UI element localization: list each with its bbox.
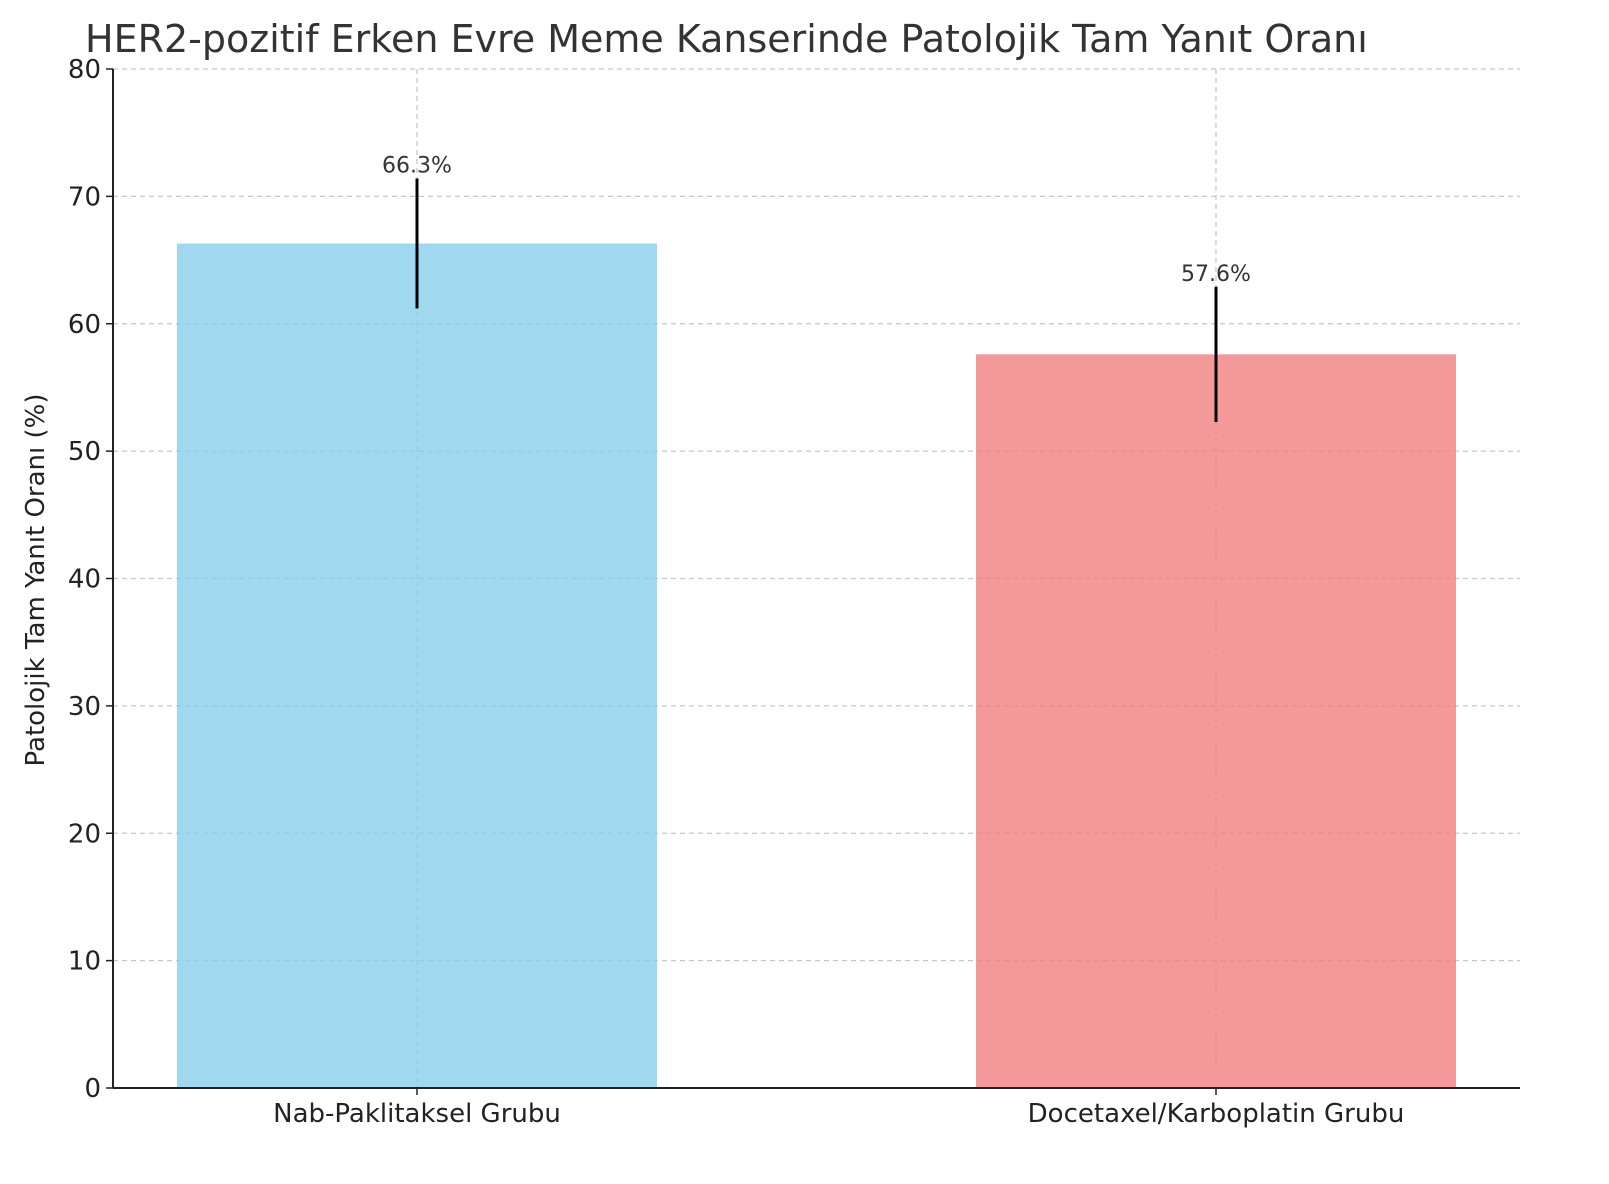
y-tick-label: 40 [68,565,101,595]
y-tick-label: 20 [68,819,101,849]
y-tick-label: 70 [68,182,101,212]
data-label: 66.3% [382,154,452,179]
chart-title: HER2-pozitif Erken Evre Meme Kanserinde … [85,17,1368,61]
data-label: 57.6% [1181,262,1251,287]
bars: 66.3% 57.6% [177,154,1456,1088]
axes: 0 10 20 30 40 50 60 70 80 Nab-Paklitaksel Grubu Do… [68,55,1520,1129]
y-tick-label: 80 [68,55,101,85]
y-tick-label: 0 [84,1074,101,1104]
y-tick-label: 10 [68,947,101,977]
bar [976,354,1456,1088]
x-tick-label: Docetaxel/Karboplatin Grubu [1028,1099,1405,1129]
y-axis-label: Patolojik Tam Yanıt Oranı (%) [21,394,51,767]
y-tick-label: 60 [68,310,101,340]
y-tick-label: 30 [68,692,101,722]
y-tick-label: 50 [68,437,101,467]
x-tick-label: Nab-Paklitaksel Grubu [273,1099,561,1129]
bar [177,243,657,1088]
